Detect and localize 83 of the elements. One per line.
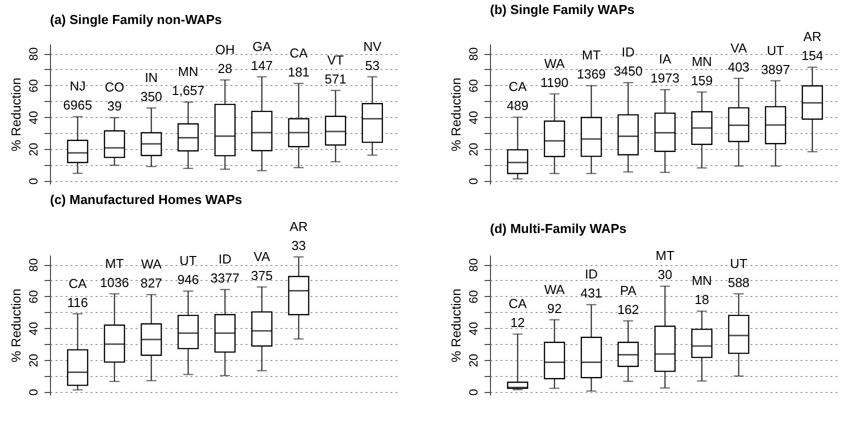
- annotation: 3377: [210, 270, 240, 286]
- annotation: 1973: [650, 70, 680, 86]
- y-axis-title: % Reduction: [8, 78, 24, 152]
- annotation: 3450: [614, 64, 643, 79]
- y-tick-label: 60: [466, 78, 480, 93]
- y-tick-label: 0: [466, 178, 480, 185]
- category-label: VA: [730, 40, 747, 56]
- category-label: NV: [363, 38, 382, 54]
- category-label: CA: [508, 79, 527, 94]
- annotation: 403: [728, 59, 750, 74]
- y-tick-label: 20: [26, 354, 40, 368]
- chart-title: (a) Single Family non-WAPs: [50, 12, 222, 27]
- category-label: AR: [290, 218, 308, 234]
- category-label: UT: [766, 42, 784, 58]
- annotation: 116: [67, 294, 88, 310]
- annotation: 12: [510, 315, 525, 330]
- chart-title: (c) Manufactured Homes WAPs: [50, 192, 242, 207]
- annotation: 33: [291, 238, 306, 253]
- annotation: 154: [802, 48, 824, 64]
- category-label: CA: [290, 45, 308, 60]
- annotation: 1369: [576, 66, 606, 82]
- category-label: WA: [544, 56, 565, 71]
- category-label: VA: [254, 248, 270, 264]
- annotation: 39: [107, 98, 122, 114]
- annotation: 147: [250, 58, 273, 73]
- y-tick-label: 40: [26, 322, 40, 336]
- y-tick-label: 80: [466, 258, 480, 272]
- annotation: 162: [617, 302, 640, 317]
- annotation: 18: [694, 292, 710, 308]
- y-tick-label: 80: [26, 47, 40, 61]
- category-label: OH: [215, 42, 235, 57]
- annotation: 30: [658, 267, 672, 282]
- annotation: 3897: [761, 62, 790, 77]
- category-label: IA: [658, 52, 672, 67]
- y-tick-label: 40: [466, 322, 480, 336]
- y-axis-title: % Reduction: [448, 78, 464, 152]
- annotation: 92: [547, 300, 562, 316]
- chart-title: (d) Multi-Family WAPs: [490, 221, 626, 236]
- y-tick-label: 60: [26, 78, 40, 93]
- annotation: 489: [506, 98, 528, 114]
- annotation: 53: [365, 58, 380, 73]
- y-tick-label: 20: [466, 354, 480, 368]
- annotation: 588: [728, 274, 750, 290]
- annotation: 181: [288, 64, 310, 80]
- y-tick-label: 20: [26, 142, 40, 156]
- y-tick-label: 80: [26, 258, 40, 272]
- annotation: 375: [250, 268, 273, 283]
- y-tick-label: 0: [466, 388, 480, 396]
- annotation: 1,657: [172, 83, 204, 98]
- y-axis-title: % Reduction: [8, 288, 24, 362]
- category-label: ID: [622, 44, 635, 60]
- y-tick-label: 40: [466, 110, 480, 124]
- category-label: MN: [692, 54, 712, 70]
- x-tick-label: PA: [620, 282, 637, 298]
- category-label: CO: [104, 80, 124, 95]
- category-label: IN: [144, 70, 158, 85]
- y-tick-label: 0: [26, 388, 40, 396]
- category-label: VT: [327, 52, 344, 68]
- annotation: 571: [324, 71, 346, 86]
- y-tick-label: 60: [466, 290, 480, 304]
- y-tick-label: 60: [26, 290, 40, 304]
- annotation: 6965: [63, 98, 92, 113]
- annotation: 1190: [540, 74, 568, 90]
- annotation: 159: [690, 73, 713, 88]
- y-tick-label: 80: [466, 47, 480, 61]
- x-tick-label: MN: [692, 273, 712, 288]
- y-tick-label: 20: [466, 142, 480, 156]
- y-axis-title: % Reduction: [448, 288, 464, 362]
- category-label: MT: [582, 48, 601, 63]
- category-label: AR: [803, 29, 822, 44]
- annotation: 946: [177, 272, 200, 288]
- annotation: 350: [140, 88, 162, 104]
- y-tick-label: 0: [26, 178, 40, 185]
- category-label: MN: [178, 64, 198, 80]
- annotation: 431: [580, 286, 602, 301]
- x-tick-label: WA: [544, 282, 566, 297]
- category-label: NJ: [70, 78, 86, 94]
- y-tick-label: 40: [26, 110, 40, 124]
- chart-title: (b) Single Family WAPs: [490, 2, 634, 18]
- annotation: 1036: [100, 274, 129, 290]
- category-label: GA: [252, 38, 272, 54]
- annotation: 827: [140, 276, 162, 291]
- annotation: 28: [218, 60, 232, 76]
